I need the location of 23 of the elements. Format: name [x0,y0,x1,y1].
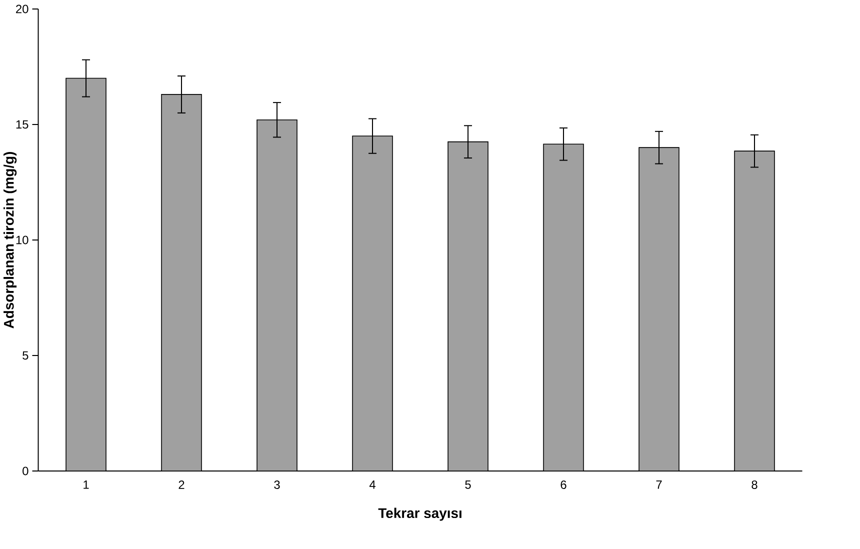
y-tick-label: 20 [16,4,28,14]
x-tick-label: 8 [752,480,758,489]
x-tick-label: 4 [369,480,376,489]
bar [161,94,202,471]
y-tick-label: 0 [22,466,28,476]
bar [543,144,584,471]
x-tick-label: 7 [656,480,662,489]
bar [448,141,488,471]
x-tick-label: 6 [560,480,566,489]
bar [256,119,298,471]
x-tick-label: 5 [465,480,471,489]
y-axis-title: Adsorplanan tirozin (mg/g) [4,152,17,328]
bar [638,147,680,471]
bar [352,136,393,471]
x-tick-label: 3 [274,480,280,489]
x-axis-title: Tekrar sayısı [378,508,462,521]
x-tick-label: 2 [178,480,184,489]
x-tick-label: 1 [84,480,89,489]
y-tick-label: 5 [22,351,28,360]
bar [734,150,775,471]
y-tick-label: 15 [16,120,28,129]
bar [66,78,106,471]
y-tick-label: 10 [16,236,28,244]
